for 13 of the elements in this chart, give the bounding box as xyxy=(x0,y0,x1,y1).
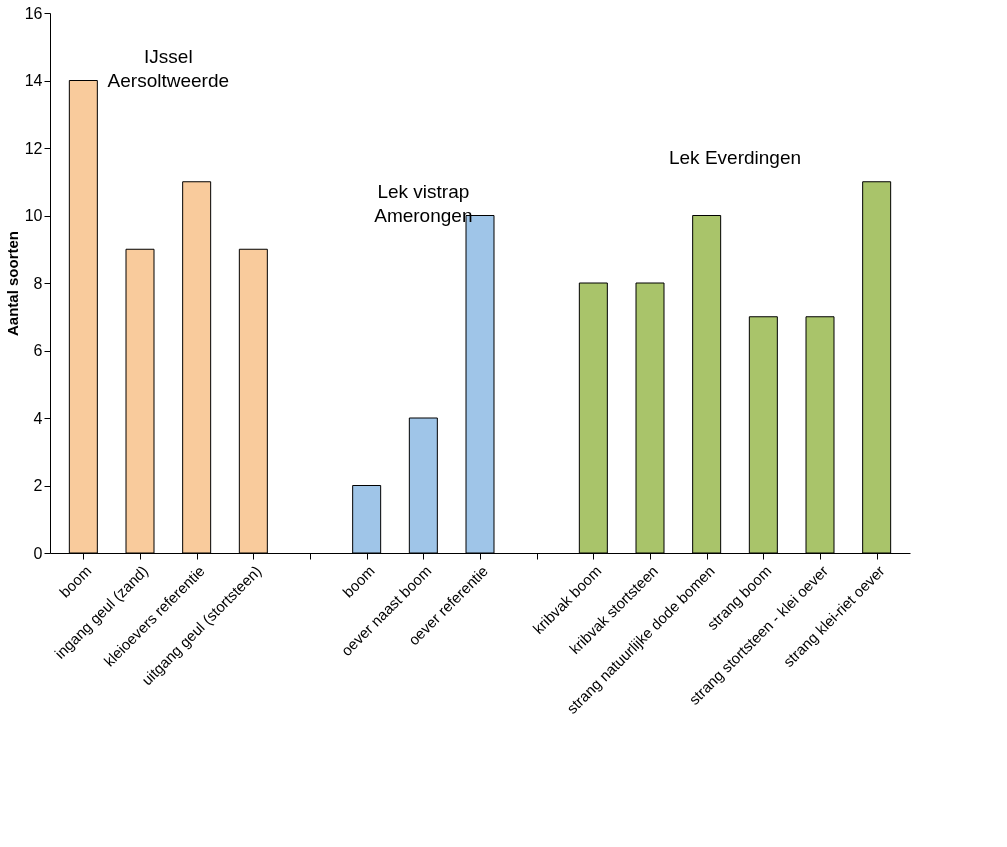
y-tick-label: 10 xyxy=(24,207,43,224)
y-tick-label: 8 xyxy=(33,274,43,292)
y-tick-label: 2 xyxy=(33,477,43,494)
y-axis-title: Aantal soorten xyxy=(3,230,21,337)
y-tick-label: 4 xyxy=(33,409,43,427)
annotation: Lek Everdingen xyxy=(668,146,802,168)
annotation: IJssel Aersoltweerde xyxy=(107,45,230,91)
y-tick-label: 12 xyxy=(24,139,43,157)
y-tick-label: 16 xyxy=(24,4,43,22)
annotation: Lek vistrap Amerongen xyxy=(374,180,473,226)
y-tick-label: 0 xyxy=(33,544,43,562)
y-tick-label: 6 xyxy=(33,342,43,359)
y-tick-label: 14 xyxy=(24,72,43,89)
